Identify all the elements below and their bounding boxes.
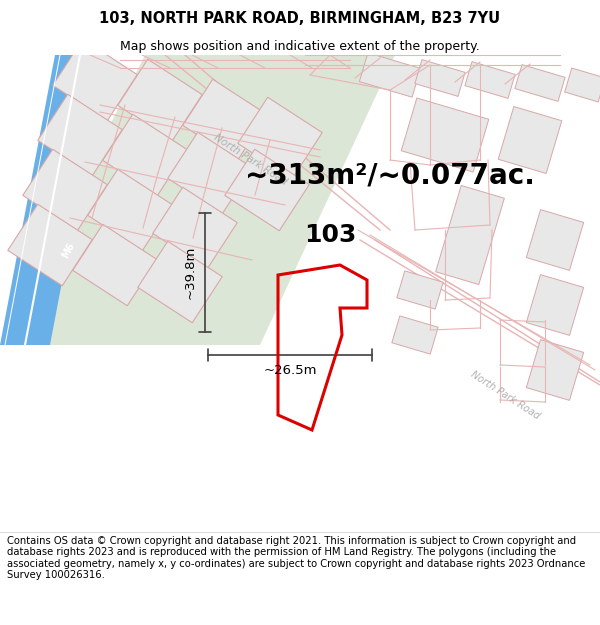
Polygon shape <box>436 186 505 284</box>
Polygon shape <box>397 271 443 309</box>
Polygon shape <box>138 241 222 322</box>
Polygon shape <box>23 149 107 231</box>
Polygon shape <box>118 59 202 141</box>
Text: ~313m²/~0.077ac.: ~313m²/~0.077ac. <box>245 161 535 189</box>
Polygon shape <box>153 188 237 269</box>
Polygon shape <box>225 149 309 231</box>
Polygon shape <box>88 169 172 251</box>
Polygon shape <box>401 98 489 172</box>
Text: North Park Road: North Park Road <box>212 132 289 188</box>
Text: 103, NORTH PARK ROAD, BIRMINGHAM, B23 7YU: 103, NORTH PARK ROAD, BIRMINGHAM, B23 7Y… <box>100 11 500 26</box>
Polygon shape <box>526 274 584 336</box>
Polygon shape <box>526 209 584 271</box>
Text: Map shows position and indicative extent of the property.: Map shows position and indicative extent… <box>120 39 480 52</box>
Polygon shape <box>168 132 252 214</box>
Polygon shape <box>183 79 267 161</box>
Polygon shape <box>526 339 584 401</box>
Polygon shape <box>565 68 600 102</box>
Polygon shape <box>515 64 565 101</box>
Text: Contains OS data © Crown copyright and database right 2021. This information is : Contains OS data © Crown copyright and d… <box>7 536 586 581</box>
Text: North Park Road: North Park Road <box>469 369 541 421</box>
Text: ~39.8m: ~39.8m <box>184 246 197 299</box>
Polygon shape <box>73 224 157 306</box>
Polygon shape <box>465 62 515 98</box>
Polygon shape <box>415 59 465 96</box>
Polygon shape <box>238 98 322 179</box>
Text: 103: 103 <box>304 223 356 247</box>
Text: ~26.5m: ~26.5m <box>263 364 317 376</box>
Polygon shape <box>392 316 438 354</box>
Polygon shape <box>53 39 137 121</box>
Polygon shape <box>0 55 395 345</box>
Text: M6: M6 <box>24 101 40 119</box>
Polygon shape <box>8 204 92 286</box>
Polygon shape <box>38 94 122 176</box>
Polygon shape <box>0 55 105 345</box>
Polygon shape <box>498 106 562 174</box>
Polygon shape <box>359 52 421 98</box>
Polygon shape <box>103 114 187 196</box>
Text: M6: M6 <box>60 241 76 259</box>
